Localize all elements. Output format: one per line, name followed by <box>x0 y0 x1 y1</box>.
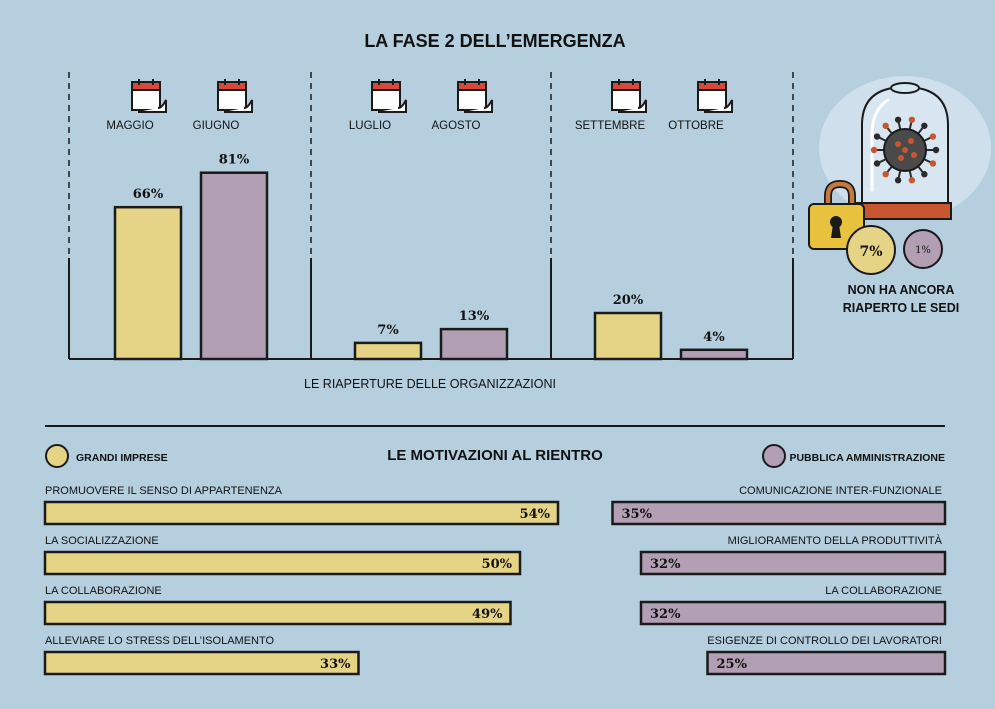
bar-luglio <box>353 341 423 361</box>
pa-category-label: ESIGENZE DI CONTROLLO DEI LAVORATORI <box>707 635 942 647</box>
grandi-bar <box>43 550 522 576</box>
pa-category-label: COMUNICAZIONE INTER-FUNZIONALE <box>739 485 942 497</box>
circle-grandi-imprese <box>846 225 896 275</box>
motivazioni-title: LE MOTIVAZIONI AL RIENTRO <box>387 447 603 464</box>
circle-pubblica-amministrazione <box>903 229 943 269</box>
grandi-category-label: ALLEVIARE LO STRESS DELL’ISOLAMENTO <box>45 635 274 647</box>
grandi-value-label: 33% <box>320 657 351 672</box>
grandi-bar <box>43 500 560 526</box>
chart-title: LA FASE 2 DELL’EMERGENZA <box>364 31 625 51</box>
top-bar-chart: MAGGIO 66% GIUGNO 81% LUGLIO 7% AGOSTO 13% SETTE… <box>106 79 749 361</box>
category-label-luglio: LUGLIO <box>349 120 391 132</box>
bar-ottobre <box>679 348 749 361</box>
pa-bar <box>611 500 947 526</box>
calendar-icon <box>457 79 493 113</box>
category-label-agosto: AGOSTO <box>432 120 481 132</box>
calendar-icon <box>611 79 647 113</box>
pa-category-label: MIGLIORAMENTO DELLA PRODUTTIVITÀ <box>728 534 943 547</box>
bar-agosto <box>439 327 509 361</box>
jar-highlight <box>870 98 890 192</box>
motivazioni-bar-chart: PROMUOVERE IL SENSO DI APPARTENENZA 54% LA… <box>43 485 947 676</box>
pa-value-label: 32% <box>650 607 681 622</box>
legend-swatch-pubblica-amministrazione <box>762 444 786 468</box>
x-axis-label: LE RIAPERTURE DELLE ORGANIZZAZIONI <box>304 377 556 391</box>
calendar-icon <box>217 79 253 113</box>
grandi-value-label: 54% <box>520 507 551 522</box>
pa-bar <box>639 600 947 626</box>
calendar-icon <box>131 79 167 113</box>
value-label-settembre: 20% <box>613 293 644 308</box>
not-reopened-grandi-label: 7% <box>859 244 882 260</box>
pa-value-label: 35% <box>622 507 653 522</box>
value-label-agosto: 13% <box>459 309 490 324</box>
not-reopened-line1: NON HA ANCORA <box>848 283 955 297</box>
top-chart-dashed-dividers <box>68 72 794 258</box>
category-label-giugno: GIUGNO <box>193 120 240 132</box>
grandi-value-label: 49% <box>472 607 503 622</box>
pa-bar <box>639 550 947 576</box>
jar-knob <box>890 82 920 94</box>
legend-pubblica-amministrazione: PUBBLICA AMMINISTRAZIONE <box>789 452 945 464</box>
value-label-ottobre: 4% <box>703 330 725 345</box>
virus-illustration: 7% 1% NON HA ANCORA RIAPERTO LE SEDI <box>808 76 991 315</box>
pa-value-label: 32% <box>650 557 681 572</box>
grandi-category-label: LA COLLABORAZIONE <box>45 585 162 597</box>
category-label-ottobre: OTTOBRE <box>668 120 724 132</box>
category-label-maggio: MAGGIO <box>106 120 153 132</box>
grandi-bar <box>43 650 360 676</box>
value-label-giugno: 81% <box>219 153 250 168</box>
bar-giugno <box>199 171 269 361</box>
pa-category-label: LA COLLABORAZIONE <box>825 585 942 597</box>
category-label-settembre: SETTEMBRE <box>575 120 646 132</box>
pa-bar <box>706 650 947 676</box>
grandi-category-label: PROMUOVERE IL SENSO DI APPARTENENZA <box>45 485 283 497</box>
calendar-icon <box>371 79 407 113</box>
virus-in-bell-jar-icon <box>870 116 940 184</box>
bar-settembre <box>593 311 663 361</box>
top-chart-frame <box>68 258 794 360</box>
value-label-luglio: 7% <box>377 323 399 338</box>
legend-grandi-imprese: GRANDI IMPRESE <box>76 452 168 464</box>
bar-maggio <box>113 205 183 361</box>
value-label-maggio: 66% <box>133 187 164 202</box>
grandi-value-label: 50% <box>482 557 513 572</box>
calendar-icon <box>697 79 733 113</box>
pa-value-label: 25% <box>717 657 748 672</box>
not-reopened-pa-label: 1% <box>915 245 931 256</box>
grandi-category-label: LA SOCIALIZZAZIONE <box>45 535 159 547</box>
not-reopened-line2: RIAPERTO LE SEDI <box>843 301 959 315</box>
jar-base <box>854 202 952 220</box>
grandi-bar <box>43 600 512 626</box>
legend-swatch-grandi-imprese <box>45 444 69 468</box>
